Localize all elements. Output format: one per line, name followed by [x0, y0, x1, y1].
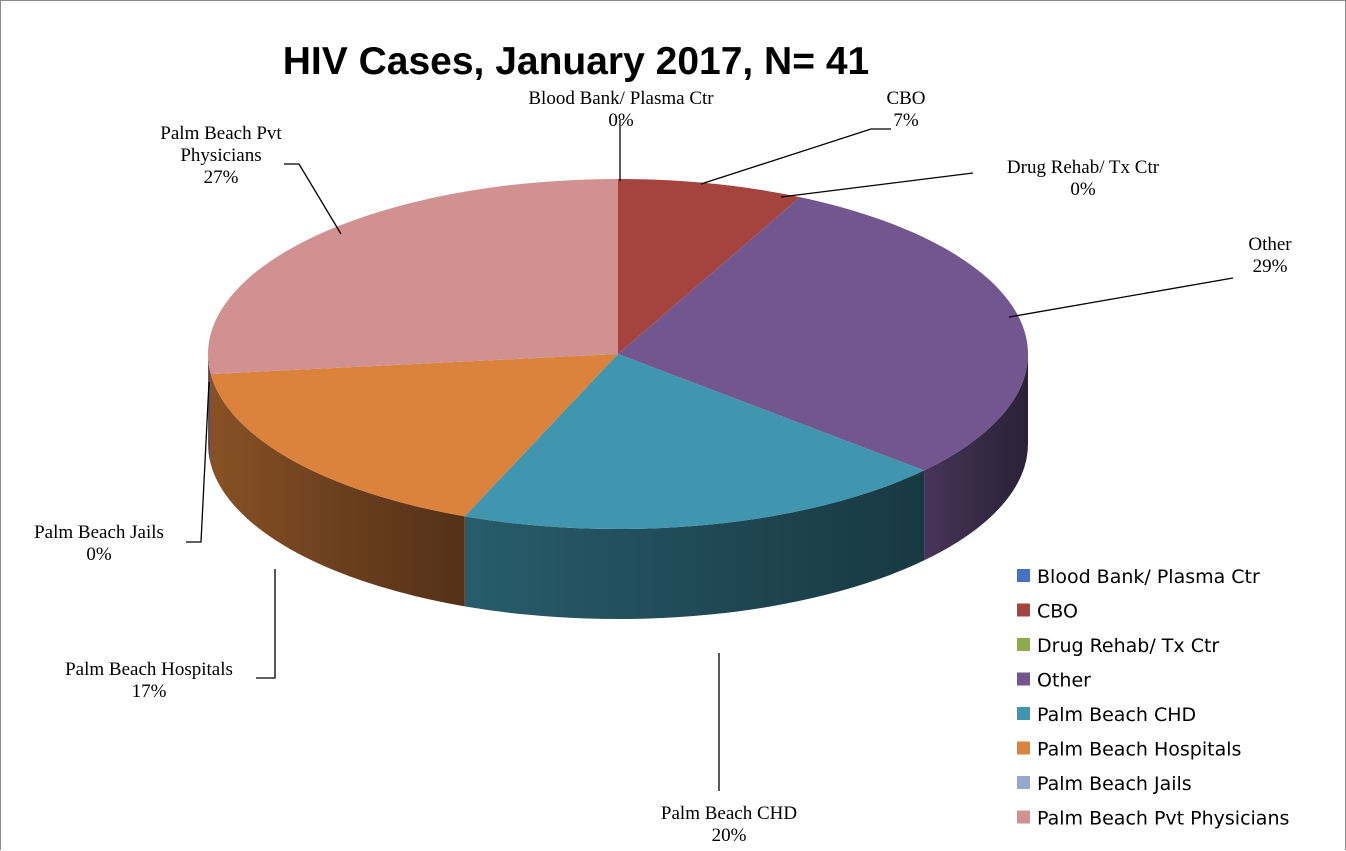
- data-label-cbo: CBO 7%: [886, 88, 925, 131]
- legend-label-palm-beach-chd: Palm Beach CHD: [1037, 704, 1196, 726]
- legend-label-palm-beach-jails: Palm Beach Jails: [1037, 773, 1192, 795]
- leader-line-cbo: [700, 128, 891, 185]
- legend-label-palm-beach-pvt-physicians: Palm Beach Pvt Physicians: [1037, 808, 1289, 830]
- data-label-blood-bank-plasma-ctr: Blood Bank/ Plasma Ctr 0%: [528, 88, 714, 131]
- pie-slice-palm-beach-hospitals: [210, 354, 618, 517]
- legend-label-palm-beach-hospitals: Palm Beach Hospitals: [1037, 739, 1241, 761]
- pie-slice-other: [618, 197, 1028, 471]
- legend-label-drug-rehab-tx-ctr: Drug Rehab/ Tx Ctr: [1037, 635, 1219, 657]
- data-label-palm-beach-chd: Palm Beach CHD 20%: [661, 803, 797, 846]
- legend-swatch-cbo: [1017, 603, 1030, 617]
- leader-line-other: [1008, 277, 1234, 318]
- legend-swatch-palm-beach-chd: [1017, 707, 1030, 720]
- pie-side-other: [924, 354, 1028, 561]
- legend-label-blood-bank-plasma-ctr: Blood Bank/ Plasma Ctr: [1037, 566, 1260, 588]
- leader-lines: [186, 120, 1234, 791]
- leader-line-drug-rehab-tx-ctr: [780, 172, 974, 198]
- data-label-percent-palm-beach-hospitals: 17%: [132, 681, 167, 702]
- data-label-percent-drug-rehab-tx-ctr: 0%: [1070, 179, 1096, 200]
- data-label-percent-palm-beach-pvt-physicians: 27%: [204, 167, 239, 188]
- legend-label-other: Other: [1037, 670, 1091, 692]
- pie-side-palm-beach-chd: [464, 470, 925, 619]
- legend: Blood Bank/ Plasma Ctr CBO Drug Rehab/ Tx …: [1017, 566, 1289, 830]
- leader-line-palm-beach-jails: [186, 381, 210, 543]
- legend-swatch-other: [1017, 672, 1030, 686]
- leader-line-palm-beach-hospitals: [256, 569, 276, 679]
- data-label-percent-cbo: 7%: [893, 110, 919, 131]
- pie-top: [207, 179, 1028, 529]
- pie-side-palm-beach-pvt-physicians: [208, 354, 211, 465]
- data-label-percent-palm-beach-chd: 20%: [712, 825, 747, 846]
- data-label-percent-palm-beach-jails: 0%: [86, 544, 112, 565]
- data-labels: Blood Bank/ Plasma Ctr 0%CBO 7%Drug Rehab/…: [34, 88, 1292, 846]
- legend-swatch-palm-beach-jails: [1017, 776, 1030, 789]
- leader-line-palm-beach-pvt-physicians: [284, 163, 342, 235]
- pie-slice-cbo: [618, 179, 800, 354]
- legend-swatch-drug-rehab-tx-ctr: [1017, 638, 1030, 651]
- data-label-palm-beach-hospitals: Palm Beach Hospitals 17%: [65, 659, 233, 702]
- data-label-palm-beach-pvt-physicians: Palm Beach Pvt Physicians 27%: [160, 123, 282, 188]
- data-label-other: Other 29%: [1248, 234, 1292, 277]
- legend-label-cbo: CBO: [1037, 601, 1078, 623]
- pie-side-palm-beach-hospitals: [210, 374, 465, 607]
- pie-slice-palm-beach-pvt-physicians: [207, 179, 618, 375]
- legend-swatch-palm-beach-hospitals: [1017, 741, 1030, 755]
- data-label-percent-other: 29%: [1253, 256, 1288, 277]
- data-label-drug-rehab-tx-ctr: Drug Rehab/ Tx Ctr 0%: [1007, 157, 1160, 200]
- legend-swatch-blood-bank-plasma-ctr: [1017, 569, 1030, 582]
- pie-sides: [208, 354, 1028, 619]
- legend-swatch-palm-beach-pvt-physicians: [1017, 810, 1030, 824]
- chart-title: HIV Cases, January 2017, N= 41: [283, 40, 869, 83]
- data-label-percent-blood-bank-plasma-ctr: 0%: [608, 110, 634, 131]
- data-label-palm-beach-jails: Palm Beach Jails 0%: [34, 522, 164, 565]
- pie-slice-palm-beach-chd: [464, 354, 925, 529]
